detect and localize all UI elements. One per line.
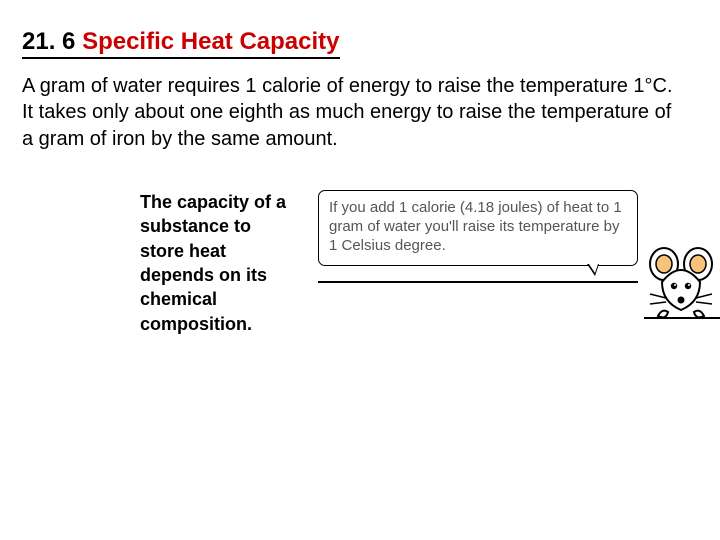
lower-row: The capacity of a substance to store hea… [22, 190, 698, 336]
slide-page: 21. 6 Specific Heat Capacity A gram of w… [0, 0, 720, 358]
section-heading: 21. 6 Specific Heat Capacity [22, 28, 340, 59]
speech-bubble-tail [587, 264, 599, 276]
section-number: 21. 6 [22, 28, 75, 55]
speech-bubble-text: If you add 1 calorie (4.18 joules) of he… [329, 199, 622, 254]
mouse-character [644, 190, 720, 335]
bold-statement: The capacity of a substance to store hea… [140, 190, 290, 336]
body-line-1: A gram of water requires 1 calorie of en… [22, 75, 673, 97]
body-paragraph: A gram of water requires 1 calorie of en… [22, 73, 682, 152]
mouse-icon [644, 190, 720, 330]
speech-bubble-wrap: If you add 1 calorie (4.18 joules) of he… [318, 190, 638, 335]
speech-bubble: If you add 1 calorie (4.18 joules) of he… [318, 190, 638, 266]
section-title: Specific Heat Capacity [82, 28, 339, 55]
cartoon-figure: If you add 1 calorie (4.18 joules) of he… [318, 190, 638, 335]
body-line-2: It takes only about one eighth as much e… [22, 101, 671, 149]
